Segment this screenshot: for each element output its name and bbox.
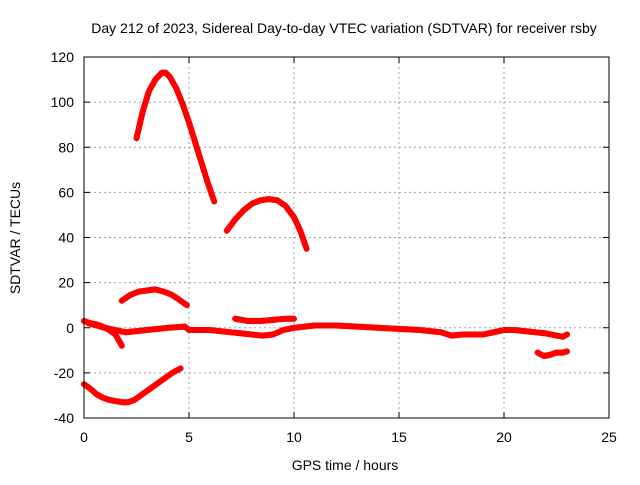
y-tick-label: -20: [54, 365, 74, 381]
data-point: [155, 287, 162, 294]
y-tick-label: 0: [66, 320, 74, 336]
data-point: [181, 300, 188, 307]
data-point: [302, 243, 309, 250]
data-point: [96, 323, 103, 330]
y-tick-label: -40: [54, 410, 74, 426]
chart-title: Day 212 of 2023, Sidereal Day-to-day VTE…: [91, 20, 597, 36]
y-tick-label: 120: [51, 49, 75, 65]
series-arc-peak-57: [223, 196, 310, 252]
data-point: [90, 321, 97, 328]
data-point: [561, 349, 568, 355]
data-point: [85, 320, 92, 327]
x-tick-label: 5: [185, 429, 193, 445]
data-point: [117, 340, 124, 347]
tick-layer: 0 5 10 15 20 25 -40 -20 0 20 40 60 80 100 120: [51, 49, 617, 445]
data-point: [288, 315, 295, 322]
x-axis-label: GPS time / hours: [292, 457, 399, 473]
y-tick-label: 80: [58, 139, 74, 155]
y-axis-label: SDTVAR / TECUs: [7, 182, 23, 294]
series-arc-negative-33: [81, 365, 184, 406]
x-tick-label: 0: [80, 429, 88, 445]
data-point: [210, 195, 217, 202]
x-tick-label: 20: [496, 429, 512, 445]
series-arc-level-4: [232, 315, 297, 324]
series-arc-late-negative-11: [534, 348, 570, 359]
data-point: [561, 332, 568, 339]
y-tick-label: 20: [58, 275, 74, 291]
data-point: [175, 366, 182, 373]
y-tick-label: 60: [58, 184, 74, 200]
data-point: [99, 324, 106, 330]
series-arc-peak-17: [118, 286, 190, 309]
y-tick-label: 100: [51, 94, 75, 110]
series-arc-baseline: [85, 320, 570, 340]
x-tick-label: 25: [601, 429, 617, 445]
series-trace: [223, 196, 310, 252]
data-layer: [81, 69, 570, 406]
x-tick-label: 15: [391, 429, 407, 445]
series-arc-peak-113: [133, 69, 218, 205]
x-tick-label: 10: [286, 429, 302, 445]
y-tick-label: 40: [58, 230, 74, 246]
grid-layer: [84, 57, 609, 418]
